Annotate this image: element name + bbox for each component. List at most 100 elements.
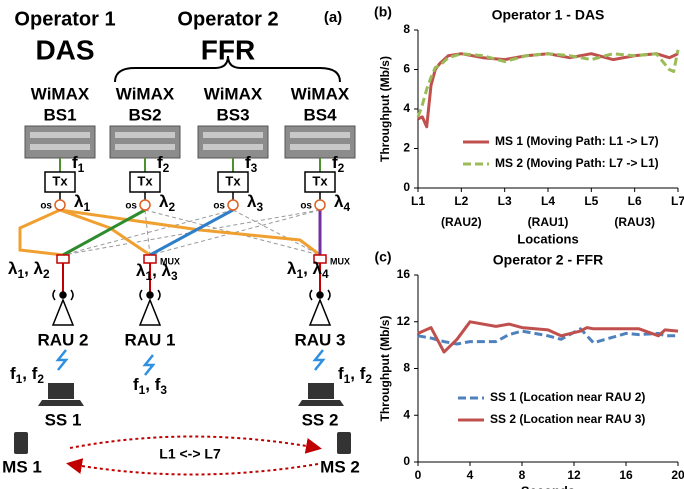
y-tick-label: 0	[403, 180, 410, 194]
x-tick-label: L5	[584, 194, 598, 208]
series-line	[418, 50, 678, 117]
subscript: 1	[78, 161, 85, 175]
mobile-label: MS 2	[320, 457, 360, 476]
bs-links	[60, 158, 320, 172]
x-annotation: (RAU2)	[441, 215, 482, 229]
tx-label: Tx	[312, 173, 328, 188]
mobile-label: MS 1	[2, 457, 42, 476]
rau-frequencies: f1, f3	[133, 375, 167, 397]
x-tick-label: 8	[519, 468, 526, 482]
legend-label: MS 1 (Moving Path: L1 -> L7)	[495, 134, 659, 148]
x-tick-label: 20	[671, 468, 684, 482]
panel-label: (b)	[374, 4, 392, 20]
subscript: 2	[338, 161, 345, 175]
y-tick-label: 2	[403, 141, 410, 155]
operator-name: Operator 1	[14, 8, 115, 30]
y-axis-title: Throughput (Mb/s)	[378, 56, 392, 162]
operator-scheme: DAS	[35, 34, 94, 65]
y-axis-title: Throughput (Mb/s)	[378, 316, 392, 422]
laptops	[38, 383, 344, 406]
subscript: 2	[365, 372, 372, 386]
rau-frequencies: f1, f2	[338, 364, 372, 386]
x-tick-label: 4	[467, 468, 474, 482]
os-label: os	[40, 201, 52, 212]
subscriber-station: SS 2	[302, 410, 339, 429]
chart-title: Operator 1 - DAS	[492, 7, 605, 23]
x-tick-label: L2	[454, 194, 468, 208]
operator-scheme: FFR	[201, 34, 255, 65]
mux-boxes	[57, 255, 326, 263]
x-tick-label: L4	[541, 194, 555, 208]
y-tick-label: 0	[403, 454, 410, 468]
os-circles	[55, 200, 325, 210]
x-axis-title: Locations	[517, 231, 578, 246]
y-tick-label: 6	[403, 62, 410, 76]
subscript: 3	[251, 161, 258, 175]
operator-name: Operator 2	[177, 8, 278, 30]
subscript: 4	[343, 200, 350, 214]
subscript: 2	[37, 372, 44, 386]
bs-name: BS1	[43, 105, 76, 124]
bs-name: BS3	[216, 105, 249, 124]
x-tick-label: L1	[411, 194, 425, 208]
text-part: , f	[22, 364, 37, 383]
tx-label: Tx	[137, 173, 153, 188]
bs-tech: WiMAX	[291, 84, 350, 103]
rau-antennas	[53, 290, 330, 325]
tx-os-links	[60, 192, 320, 200]
tx-label: Tx	[52, 173, 68, 188]
legend-label: SS 1 (Location near RAU 2)	[490, 390, 645, 404]
subscript: 3	[256, 200, 263, 214]
tx-label: Tx	[225, 173, 241, 188]
y-tick-label: 12	[397, 314, 411, 328]
figure: (a)Operator 1DASOperator 2FFRWiMAXBS1f1T…	[0, 0, 684, 489]
y-tick-label: 16	[397, 267, 411, 281]
y-tick-label: 4	[403, 407, 410, 421]
subscript: 2	[43, 267, 50, 281]
rau-name: RAU 1	[124, 330, 175, 349]
subscript: 3	[171, 269, 178, 283]
series-line	[418, 54, 678, 127]
text-part: , f	[350, 364, 365, 383]
bs-tech: WiMAX	[116, 84, 175, 103]
bs-wavelength: λ1	[74, 192, 90, 214]
subscript: 4	[322, 267, 329, 281]
bs-wavelength: λ4	[334, 192, 350, 214]
panel-label: (c)	[374, 249, 391, 265]
bs-wavelength: λ3	[247, 192, 263, 214]
y-tick-label: 8	[403, 361, 410, 375]
os-label: os	[125, 201, 137, 212]
orange-fibers	[20, 210, 320, 255]
subscript: 2	[168, 200, 175, 214]
rau-name: RAU 3	[294, 330, 345, 349]
chart-title: Operator 2 - FFR	[493, 252, 603, 268]
rau-name: RAU 2	[37, 330, 88, 349]
x-axis-title: Seconds	[521, 483, 575, 489]
x-tick-label: L3	[498, 194, 512, 208]
y-tick-label: 8	[403, 22, 410, 36]
subscript: 1	[83, 200, 90, 214]
bs-wavelength: λ2	[159, 192, 175, 214]
bs-tech: WiMAX	[204, 84, 263, 103]
legend-label: SS 2 (Location near RAU 3)	[490, 412, 645, 426]
mux-label: MUX	[160, 256, 180, 266]
x-tick-label: 0	[415, 468, 422, 482]
x-tick-label: L7	[671, 194, 684, 208]
os-label: os	[300, 201, 312, 212]
mux-label: MUX	[330, 256, 350, 266]
x-annotation: (RAU3)	[614, 215, 655, 229]
path-label: L1 <-> L7	[159, 446, 221, 462]
tx-boxes	[45, 172, 335, 192]
x-tick-label: L6	[628, 194, 642, 208]
x-tick-label: 12	[567, 468, 581, 482]
text-part: , λ	[24, 259, 43, 278]
subscript: 3	[160, 383, 167, 397]
x-tick-label: 16	[619, 468, 633, 482]
rau-feeds	[63, 263, 320, 295]
wireless-links	[58, 350, 323, 375]
x-annotation: (RAU1)	[528, 215, 569, 229]
subscriber-station: SS 1	[45, 410, 82, 429]
y-tick-label: 4	[403, 101, 410, 115]
bs-tech: WiMAX	[31, 84, 90, 103]
subscript: 2	[163, 161, 170, 175]
